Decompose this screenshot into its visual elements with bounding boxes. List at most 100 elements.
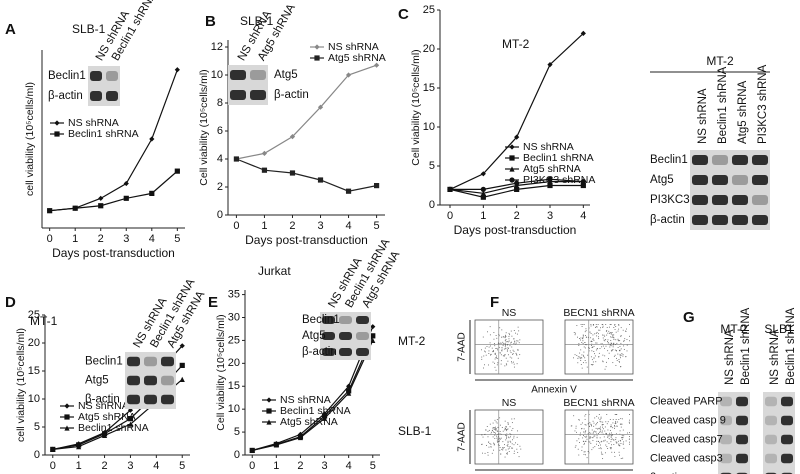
flow-dot <box>590 436 592 438</box>
flow-dot <box>487 331 488 333</box>
flow-dot <box>509 426 511 428</box>
flow-dot <box>619 345 621 347</box>
flow-dot <box>585 362 587 364</box>
flow-dot <box>598 447 600 449</box>
flow-dot <box>513 366 515 368</box>
flow-dot <box>576 325 578 327</box>
flow-dot <box>612 349 614 351</box>
flow-dot <box>583 442 585 444</box>
flow-dot <box>620 348 622 350</box>
panel-letter: G <box>683 309 695 326</box>
blot-row-label: Beclin1 <box>302 314 340 326</box>
flow-dot <box>497 441 499 443</box>
flow-dot <box>506 341 508 343</box>
flow-dot <box>620 336 622 338</box>
blot-band <box>765 415 777 426</box>
blot-band <box>339 348 352 356</box>
flow-dot <box>596 423 598 425</box>
flow-dot <box>609 333 611 334</box>
flow-dot <box>493 427 495 428</box>
x-tick-label: 3 <box>321 460 327 472</box>
panel-letter: E <box>208 294 218 311</box>
legend-label: NS shRNA <box>523 141 574 153</box>
flow-dot <box>600 343 602 345</box>
blot-band <box>692 155 708 165</box>
flow-y-label: 7-AAD <box>457 332 468 361</box>
flow-dot <box>501 348 503 350</box>
flow-dot <box>501 350 503 352</box>
flow-dot <box>580 324 582 325</box>
flow-dot <box>599 444 601 446</box>
flow-dot <box>588 336 589 338</box>
flow-dot <box>582 335 584 337</box>
blot-band <box>692 215 708 225</box>
flow-dot <box>504 456 506 458</box>
blot-row-label: Beclin1 <box>650 154 688 166</box>
flow-dot <box>617 330 619 332</box>
flow-dot <box>496 422 498 424</box>
flow-dot <box>597 428 598 430</box>
flow-dot <box>497 349 498 351</box>
flow-dot <box>498 433 500 435</box>
flow-dot <box>601 324 603 325</box>
data-line <box>236 158 377 192</box>
flow-dot <box>580 364 582 366</box>
flow-dot <box>601 423 603 425</box>
flow-dot <box>503 343 505 345</box>
flow-dot <box>514 341 516 343</box>
flow-dot <box>496 364 498 366</box>
flow-dot <box>488 364 489 366</box>
flow-dot <box>583 324 585 325</box>
flow-dot <box>623 348 625 350</box>
flow-dot <box>486 346 488 348</box>
panel-letter: D <box>5 294 16 311</box>
flow-dot <box>620 357 621 359</box>
flow-dot <box>614 427 615 429</box>
flow-dot <box>615 364 617 366</box>
flow-dot <box>507 343 509 345</box>
flow-dot <box>575 425 577 427</box>
flow-dot <box>510 441 512 443</box>
flow-dot <box>516 354 518 356</box>
flow-dot <box>586 366 588 368</box>
flow-dot <box>590 425 592 427</box>
blot-band <box>90 91 102 101</box>
flow-dot <box>620 458 622 459</box>
flow-dot <box>614 425 615 426</box>
flow-dot <box>590 325 592 327</box>
flow-dot <box>584 424 586 426</box>
flow-dot <box>604 347 605 349</box>
x-tick-label: 5 <box>174 233 180 245</box>
flow-dot <box>616 425 618 427</box>
flow-dot <box>612 346 614 348</box>
flow-dot <box>570 425 572 427</box>
flow-dot <box>610 424 612 426</box>
flow-dot <box>487 452 489 453</box>
flow-dot <box>515 343 517 345</box>
flow-dot <box>583 431 585 433</box>
flow-dot <box>501 336 503 338</box>
flow-dot <box>580 339 581 341</box>
flow-dot <box>612 422 614 424</box>
flow-dot <box>585 436 587 438</box>
flow-dot <box>589 436 591 438</box>
flow-dot <box>609 447 611 449</box>
flow-dot <box>602 334 604 336</box>
data-point <box>289 170 296 176</box>
flow-dot <box>494 428 496 430</box>
flow-dot <box>619 433 621 435</box>
flow-dot <box>496 358 498 359</box>
data-point <box>480 190 486 196</box>
x-tick-label: 2 <box>98 233 104 245</box>
flow-dot <box>506 429 508 430</box>
flow-dot <box>598 445 599 446</box>
flow-dot <box>616 342 618 344</box>
flow-dot <box>585 424 587 426</box>
flow-dot <box>600 416 602 418</box>
flow-dot <box>583 351 585 353</box>
flow-dot <box>516 353 517 355</box>
flow-dot <box>508 335 510 337</box>
flow-dot <box>505 439 507 441</box>
flow-dot <box>589 331 591 333</box>
flow-dot <box>573 357 574 359</box>
